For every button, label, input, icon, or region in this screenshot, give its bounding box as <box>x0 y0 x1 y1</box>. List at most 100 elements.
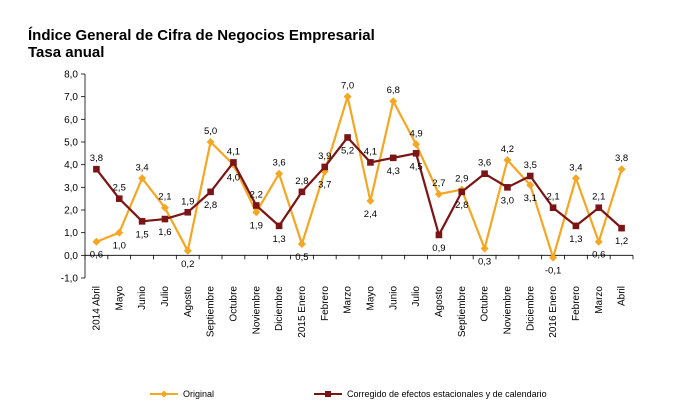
corregido-point <box>115 195 123 202</box>
legend-original-marker <box>160 390 168 398</box>
x-tick-label: Diciembre <box>525 286 536 331</box>
corregido-data-label: 3,0 <box>501 195 514 206</box>
x-tick-label: Marzo <box>594 286 605 314</box>
original-data-label: 2,1 <box>158 192 171 203</box>
original-data-label: 6,8 <box>387 85 400 96</box>
x-tick-label: Julio <box>160 286 171 307</box>
original-data-label: 0,3 <box>478 257 491 268</box>
corregido-point <box>344 134 351 141</box>
corregido-point <box>618 224 625 232</box>
corregido-point <box>481 170 488 178</box>
x-tick-label: Febrero <box>320 286 331 321</box>
corregido-point <box>184 208 192 216</box>
original-point <box>252 208 261 217</box>
x-tick-label: 2016 Enero <box>548 286 559 338</box>
x-tick-label: Mayo <box>365 286 376 311</box>
original-point <box>389 97 398 106</box>
original-data-label: 2,4 <box>364 209 377 220</box>
original-data-label: 2,7 <box>432 178 445 189</box>
original-point <box>115 228 124 237</box>
corregido-data-label: 0,9 <box>432 243 445 254</box>
x-tick-label: 2015 Enero <box>297 286 308 338</box>
legend-label: Corregido de efectos estacionales y de c… <box>347 389 547 399</box>
original-data-label: 3,4 <box>135 162 148 173</box>
y-tick-label: 8,0 <box>64 70 78 81</box>
chart-axes: -1,0 0,0 1,0 2,0 3,0 4,0 5,0 6,0 7,0 8,0 2014 Abri… <box>61 70 634 338</box>
y-tick-label: 5,0 <box>64 138 78 149</box>
original-point <box>366 196 375 205</box>
y-tick-label: 7,0 <box>64 92 78 103</box>
corregido-point <box>458 188 466 196</box>
original-data-label: 3,8 <box>615 153 628 164</box>
corregido-point <box>595 204 603 212</box>
original-point <box>571 174 580 183</box>
original-data-label: 3,6 <box>272 158 285 169</box>
x-tick-label: Agosto <box>434 286 445 318</box>
corregido-point <box>389 154 397 162</box>
corregido-data-label: 1,3 <box>569 234 582 245</box>
original-point <box>297 240 306 248</box>
original-point <box>594 237 603 246</box>
original-point <box>343 92 352 101</box>
original-data-label: 0,2 <box>181 259 194 270</box>
corregido-data-label: 3,6 <box>478 158 491 169</box>
legend-corregido-marker <box>325 391 331 397</box>
y-tick-label: 3,0 <box>64 183 78 194</box>
original-data-label: 0,6 <box>592 250 605 261</box>
original-point <box>503 156 512 165</box>
x-tick-label: 2014 Abril <box>91 286 102 330</box>
original-data-label: 0,6 <box>90 250 103 261</box>
corregido-point <box>230 159 237 166</box>
x-tick-label: Septiembre <box>206 286 217 338</box>
corregido-point <box>412 150 420 157</box>
x-tick-label: Diciembre <box>274 286 285 331</box>
corregido-data-label: 4,1 <box>227 146 240 157</box>
corregido-data-label: 1,5 <box>135 229 148 240</box>
chart-subtitle: Tasa anual <box>28 44 105 61</box>
original-point <box>92 237 101 246</box>
corregido-point <box>161 215 169 223</box>
series-line-original <box>96 95 623 259</box>
corregido-data-label: 3,5 <box>524 160 537 171</box>
original-data-label: 3,1 <box>524 193 537 204</box>
chart-title: Índice General de Cifra de Negocios Empr… <box>28 27 375 44</box>
original-point <box>138 174 147 183</box>
corregido-point <box>275 222 283 230</box>
y-tick-label: -1,0 <box>61 274 79 285</box>
corregido-point <box>298 188 306 196</box>
x-tick-label: Julio <box>411 286 422 307</box>
original-point <box>160 203 169 212</box>
x-tick-label: Octubre <box>228 286 239 322</box>
corregido-data-label: 4,5 <box>409 161 422 172</box>
original-data-label: 1,9 <box>250 220 263 231</box>
corregido-point <box>321 163 329 171</box>
original-data-label: 4,0 <box>227 173 240 184</box>
original-data-label: 7,0 <box>341 81 354 92</box>
x-tick-label: Abril <box>617 286 628 306</box>
corregido-point <box>435 231 443 239</box>
corregido-point <box>367 159 374 166</box>
corregido-data-label: 2,8 <box>455 200 468 211</box>
corregido-data-label: 2,8 <box>295 176 308 187</box>
corregido-point <box>549 204 557 212</box>
original-data-label: 5,0 <box>204 126 217 137</box>
x-tick-label: Junio <box>137 286 148 310</box>
original-data-label: 4,9 <box>409 128 422 139</box>
original-data-label: 3,7 <box>318 179 331 190</box>
chart-data-labels: 0,6 1,0 3,4 2,1 0,2 5,0 4,0 1,9 3,6 0,5 3,7 7,0 2,4 6… <box>90 81 628 277</box>
series-line-corregido <box>95 136 623 237</box>
corregido-data-label: 4,1 <box>364 146 377 157</box>
corregido-point <box>572 222 580 230</box>
original-point <box>480 244 489 253</box>
original-data-label: 3,4 <box>569 162 582 173</box>
corregido-data-label: 2,8 <box>204 200 217 211</box>
x-tick-label: Junio <box>388 286 399 310</box>
original-data-label: -0,1 <box>545 266 561 277</box>
corregido-data-label: 2,1 <box>592 192 605 203</box>
original-data-label: 0,5 <box>295 252 308 263</box>
corregido-data-label: 5,2 <box>341 145 354 156</box>
corregido-data-label: 1,9 <box>181 196 194 207</box>
chart-legend: Original Corregido de efectos estacionale… <box>150 389 547 399</box>
y-tick-label: 6,0 <box>64 115 78 126</box>
